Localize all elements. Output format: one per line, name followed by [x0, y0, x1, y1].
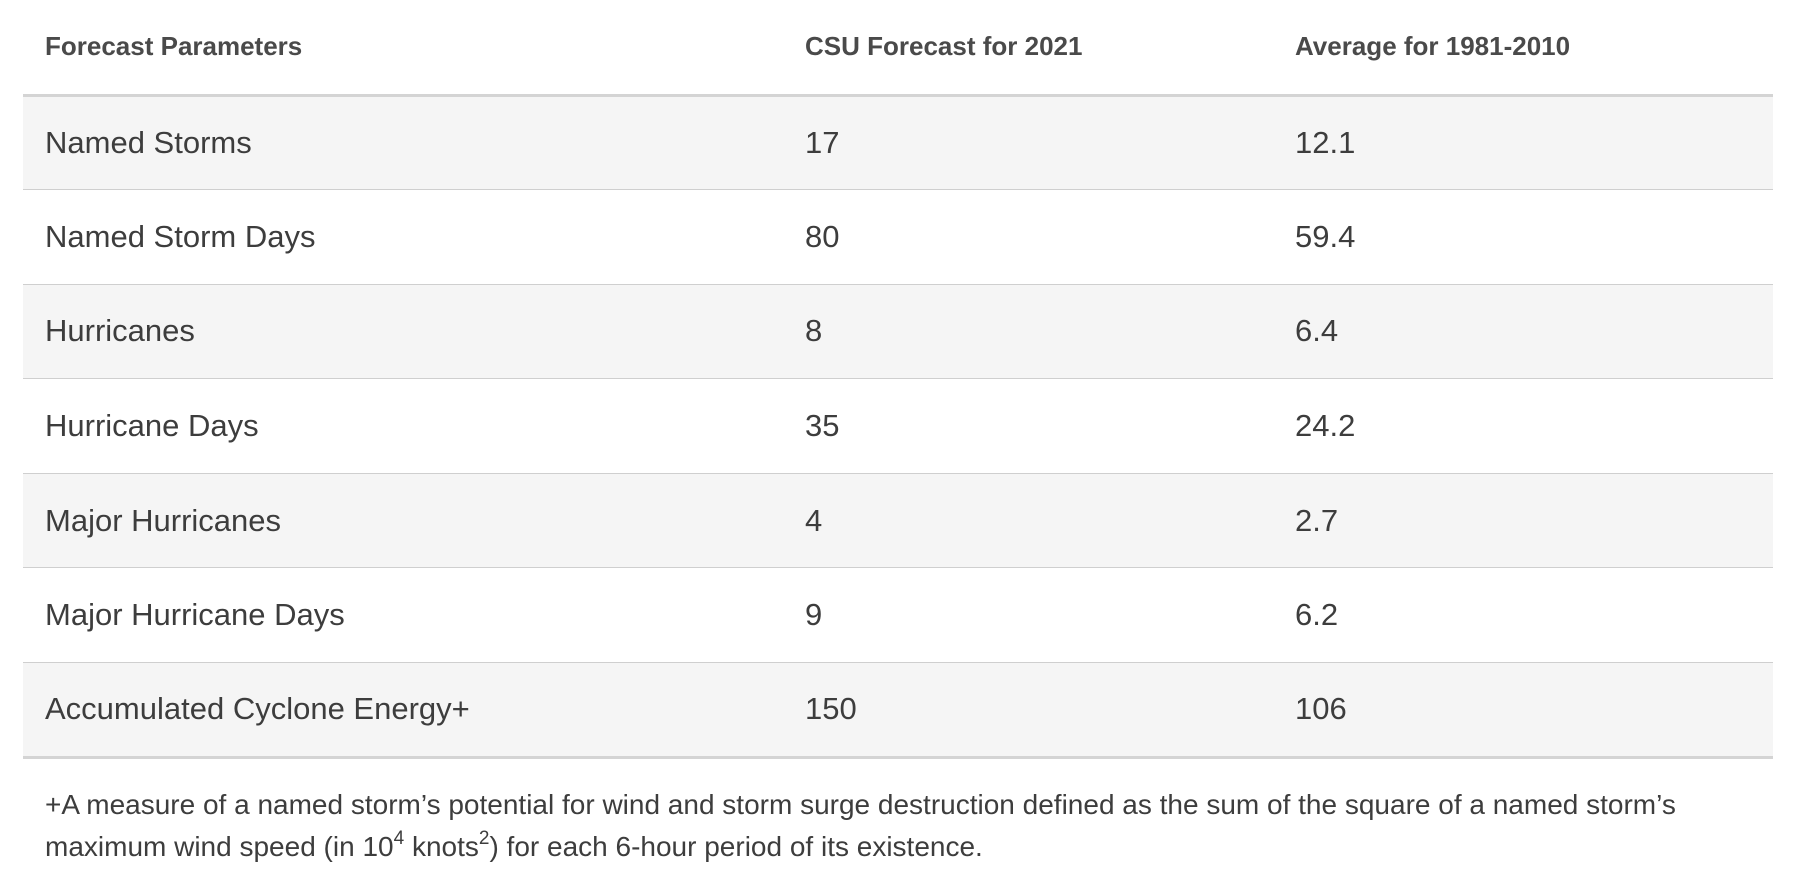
average-cell: 59.4: [1273, 189, 1773, 285]
footnote-text-part2: knots: [404, 831, 479, 862]
ace-footnote: +A measure of a named storm’s potential …: [45, 784, 1755, 868]
average-cell: 106: [1273, 662, 1773, 759]
table-row: Major Hurricanes 4 2.7: [23, 473, 1773, 569]
footnote-text-part3: ) for each 6-hour period of its existenc…: [489, 831, 983, 862]
forecast-table-container: Forecast Parameters CSU Forecast for 202…: [23, 0, 1773, 759]
forecast-table: Forecast Parameters CSU Forecast for 202…: [23, 0, 1773, 759]
table-row: Major Hurricane Days 9 6.2: [23, 567, 1773, 664]
table-row: Hurricane Days 35 24.2: [23, 378, 1773, 474]
average-cell: 6.2: [1273, 567, 1773, 664]
parameter-cell: Hurricanes: [23, 284, 783, 380]
table-row: Named Storm Days 80 59.4: [23, 189, 1773, 285]
parameter-cell: Named Storms: [23, 95, 783, 191]
forecast-cell: 8: [783, 284, 1273, 380]
footnote-text-part1: +A measure of a named storm’s potential …: [45, 789, 1676, 862]
forecast-cell: 17: [783, 95, 1273, 191]
average-cell: 2.7: [1273, 473, 1773, 569]
table-row: Hurricanes 8 6.4: [23, 284, 1773, 380]
footnote-exponent-2: 2: [478, 828, 490, 849]
table-row: Named Storms 17 12.1: [23, 95, 1773, 191]
forecast-cell: 80: [783, 189, 1273, 285]
average-cell: 24.2: [1273, 378, 1773, 474]
forecast-cell: 9: [783, 567, 1273, 664]
table-body: Named Storms 17 12.1 Named Storm Days 80…: [23, 95, 1773, 759]
table-header: Forecast Parameters CSU Forecast for 202…: [23, 0, 1773, 97]
header-csu-forecast: CSU Forecast for 2021: [783, 0, 1273, 97]
parameter-cell: Major Hurricane Days: [23, 567, 783, 664]
average-cell: 12.1: [1273, 95, 1773, 191]
header-row: Forecast Parameters CSU Forecast for 202…: [23, 0, 1773, 97]
parameter-cell: Accumulated Cyclone Energy+: [23, 662, 783, 759]
forecast-cell: 35: [783, 378, 1273, 474]
header-forecast-parameters: Forecast Parameters: [23, 0, 783, 97]
average-cell: 6.4: [1273, 284, 1773, 380]
forecast-cell: 4: [783, 473, 1273, 569]
parameter-cell: Major Hurricanes: [23, 473, 783, 569]
header-average: Average for 1981-2010: [1273, 0, 1773, 97]
table-row: Accumulated Cyclone Energy+ 150 106: [23, 662, 1773, 759]
forecast-cell: 150: [783, 662, 1273, 759]
footnote-exponent-4: 4: [393, 828, 405, 849]
parameter-cell: Hurricane Days: [23, 378, 783, 474]
parameter-cell: Named Storm Days: [23, 189, 783, 285]
